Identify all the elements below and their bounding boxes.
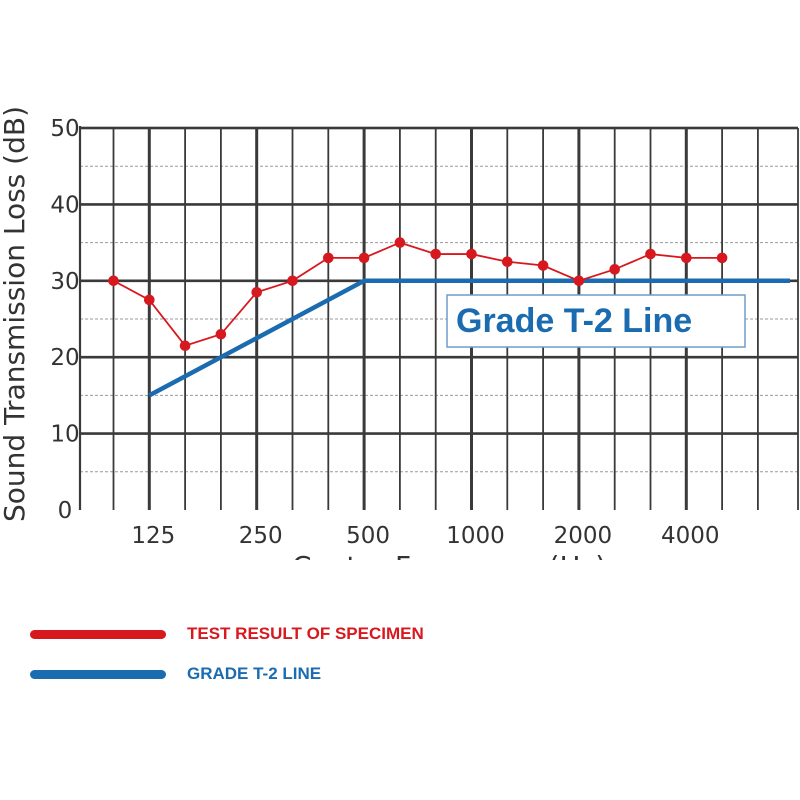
y-tick-label: 20	[50, 345, 79, 371]
test-point	[645, 248, 656, 260]
legend-item-grade: GRADE T-2 LINE	[30, 660, 630, 690]
y-tick-label: 50	[50, 116, 79, 142]
test-point	[108, 275, 119, 287]
test-point	[681, 252, 692, 264]
y-tick-label: 0	[58, 498, 73, 524]
x-tick-label: 4000	[661, 523, 720, 549]
x-tick-label: 1000	[446, 523, 505, 549]
test-line	[113, 241, 723, 347]
x-tick-labels: 125 250 500 1000 2000 4000	[131, 523, 719, 549]
legend-label-test: TEST RESULT OF SPECIMEN	[187, 624, 424, 643]
test-point	[609, 264, 620, 275]
grade-series	[148, 278, 790, 398]
y-tick-label: 40	[50, 192, 79, 218]
legend-swatch-grade	[30, 670, 166, 679]
test-point	[323, 252, 334, 264]
test-point	[394, 237, 406, 248]
test-point	[179, 340, 191, 352]
test-point	[466, 248, 477, 260]
test-series	[108, 237, 728, 352]
y-tick-labels: 0 10 20 30 40 50	[50, 116, 79, 524]
test-point	[144, 294, 155, 306]
legend-swatch-test	[30, 630, 166, 639]
legend-item-test: TEST RESULT OF SPECIMEN	[30, 620, 630, 650]
test-point	[358, 252, 370, 264]
test-point	[287, 275, 298, 287]
annotation-frame	[446, 294, 746, 348]
annotation-text: Grade T-2 Line	[456, 302, 692, 340]
x-tick-label: 2000	[554, 523, 613, 549]
x-tick-label: 250	[239, 523, 283, 549]
test-point	[502, 256, 513, 268]
test-point	[573, 275, 585, 287]
test-point	[430, 248, 442, 260]
x-tick-label: 500	[346, 523, 390, 549]
y-tick-label: 30	[50, 269, 79, 295]
x-tick-label: 125	[131, 523, 175, 549]
legend-label-grade: GRADE T-2 LINE	[187, 664, 322, 683]
y-tick-label: 10	[50, 422, 79, 448]
y-axis-title: Sound Transmission Loss (dB)	[0, 106, 31, 522]
test-point	[716, 252, 728, 264]
x-axis-title: Center Frequency (Hz)	[292, 550, 606, 560]
test-point	[215, 328, 227, 340]
test-point	[251, 286, 262, 298]
annotation-box: Grade T-2 Line	[446, 294, 746, 348]
test-point	[537, 260, 549, 271]
grade-line	[148, 278, 790, 398]
chart: Grade T-2 Line 0 10 20 30 40 50 125 250 500 1000…	[0, 106, 799, 560]
